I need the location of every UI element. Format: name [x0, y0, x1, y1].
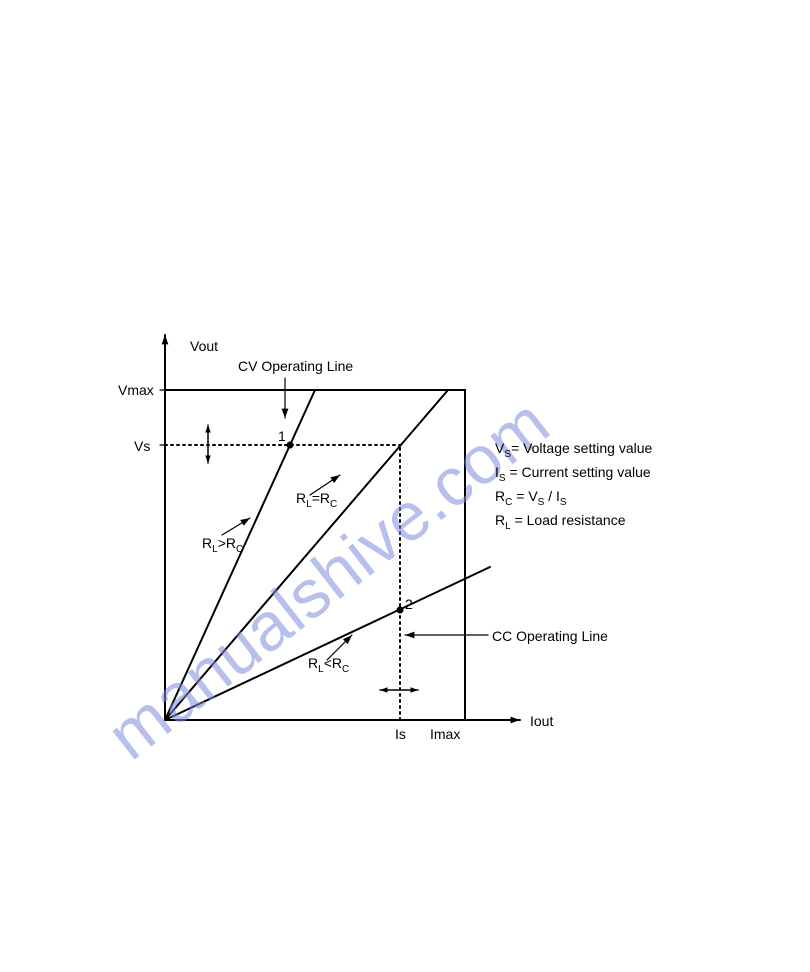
rl-eq-rc-label: RL=RC	[296, 490, 337, 510]
tick-label-vs: Vs	[134, 438, 150, 454]
point-2-label: 2	[405, 596, 413, 612]
diagram-svg	[0, 0, 810, 972]
legend-rc: RC = VS / IS	[495, 488, 567, 508]
legend-is: IS = Current setting value	[495, 464, 651, 484]
rl-lt-rc-label: RL<RC	[308, 655, 349, 675]
axis-label-vout: Vout	[190, 338, 218, 354]
tick-label-imax: Imax	[430, 726, 460, 742]
legend-rl: RL = Load resistance	[495, 512, 625, 532]
tick-label-is: Is	[395, 726, 406, 742]
legend-vs: VS= Voltage setting value	[495, 440, 652, 460]
tick-label-vmax: Vmax	[118, 382, 154, 398]
cc-operating-line-label: CC Operating Line	[492, 628, 608, 644]
rl-gt-rc-label: RL>RC	[202, 535, 243, 555]
axis-label-iout: Iout	[530, 713, 553, 729]
cv-operating-line-label: CV Operating Line	[238, 358, 353, 374]
point-1-label: 1	[278, 428, 286, 444]
